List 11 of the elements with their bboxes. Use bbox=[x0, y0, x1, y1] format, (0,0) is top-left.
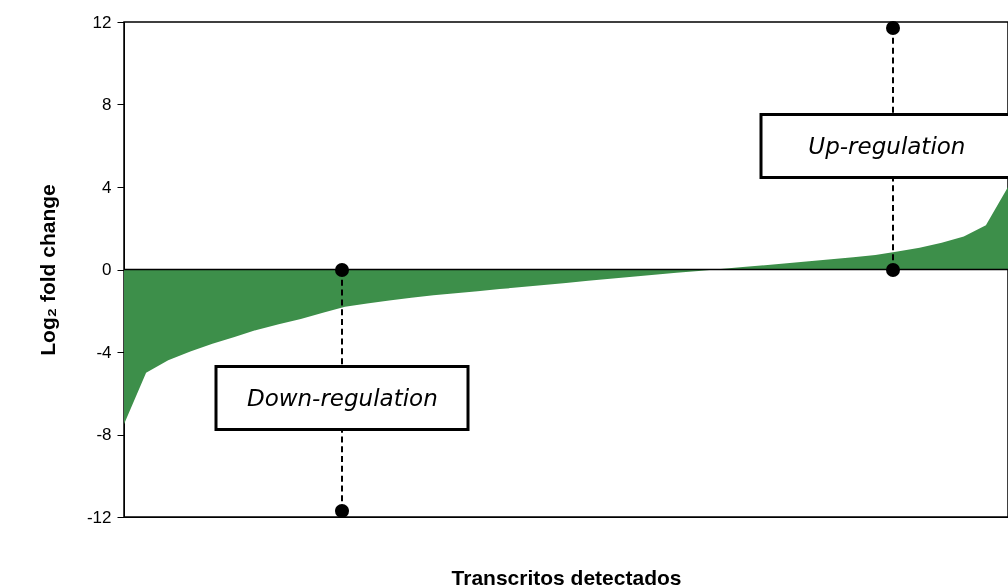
y-tick-label: -8 bbox=[96, 425, 112, 444]
y-tick-label: -12 bbox=[86, 507, 112, 527]
y-axis-title: Log₂ fold change bbox=[35, 184, 59, 356]
label-box: Up-regulation bbox=[759, 112, 1008, 179]
y-tick-label: 0 bbox=[102, 260, 112, 279]
x-axis-title: Transcritos detectados bbox=[451, 565, 682, 587]
label-box: Down-regulation bbox=[214, 365, 470, 432]
y-tick-label: 12 bbox=[92, 12, 112, 32]
y-tick-label: -4 bbox=[96, 342, 112, 362]
y-tick-label: 8 bbox=[102, 95, 112, 114]
y-tick-label: 4 bbox=[102, 177, 112, 197]
